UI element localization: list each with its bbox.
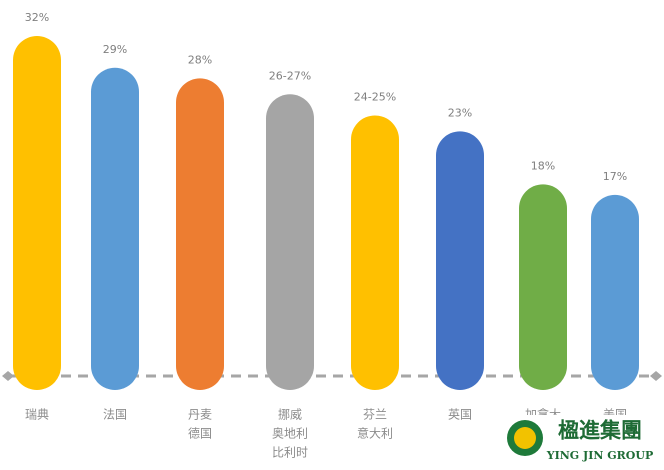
value-label: 28%: [188, 53, 212, 66]
baseline-end: [2, 371, 14, 381]
value-label: 23%: [448, 106, 472, 119]
logo-subtitle: YING JIN GROUP: [546, 449, 654, 462]
logo: 楹進集團 YING JIN GROUP: [500, 415, 664, 470]
bar: [13, 36, 61, 390]
category-label: 英国: [448, 408, 472, 422]
value-label: 26-27%: [269, 69, 311, 82]
category-label: 法国: [103, 408, 127, 422]
logo-name: 楹進集團: [558, 418, 642, 443]
category-label: 德国: [188, 426, 212, 441]
bar: [176, 78, 224, 390]
category-label: 意大利: [357, 426, 393, 441]
bar: [91, 67, 139, 390]
category-label: 比利时: [272, 446, 308, 460]
category-label: 瑞典: [25, 408, 49, 422]
bar: [266, 94, 314, 390]
category-label: 挪威: [278, 408, 302, 422]
bar: [591, 194, 639, 390]
value-label: 29%: [103, 43, 127, 56]
value-label: 24-25%: [354, 90, 396, 103]
logo-icon-inner: [514, 427, 536, 449]
value-label: 32%: [25, 11, 49, 24]
value-label: 17%: [603, 170, 627, 183]
category-label: 奥地利: [272, 427, 308, 441]
baseline-end: [650, 371, 662, 381]
bar: [436, 131, 484, 390]
value-label: 18%: [531, 159, 555, 172]
bar: [351, 115, 399, 390]
category-label: 丹麦: [188, 408, 212, 422]
category-label: 芬兰: [363, 408, 387, 422]
bar: [519, 184, 567, 390]
